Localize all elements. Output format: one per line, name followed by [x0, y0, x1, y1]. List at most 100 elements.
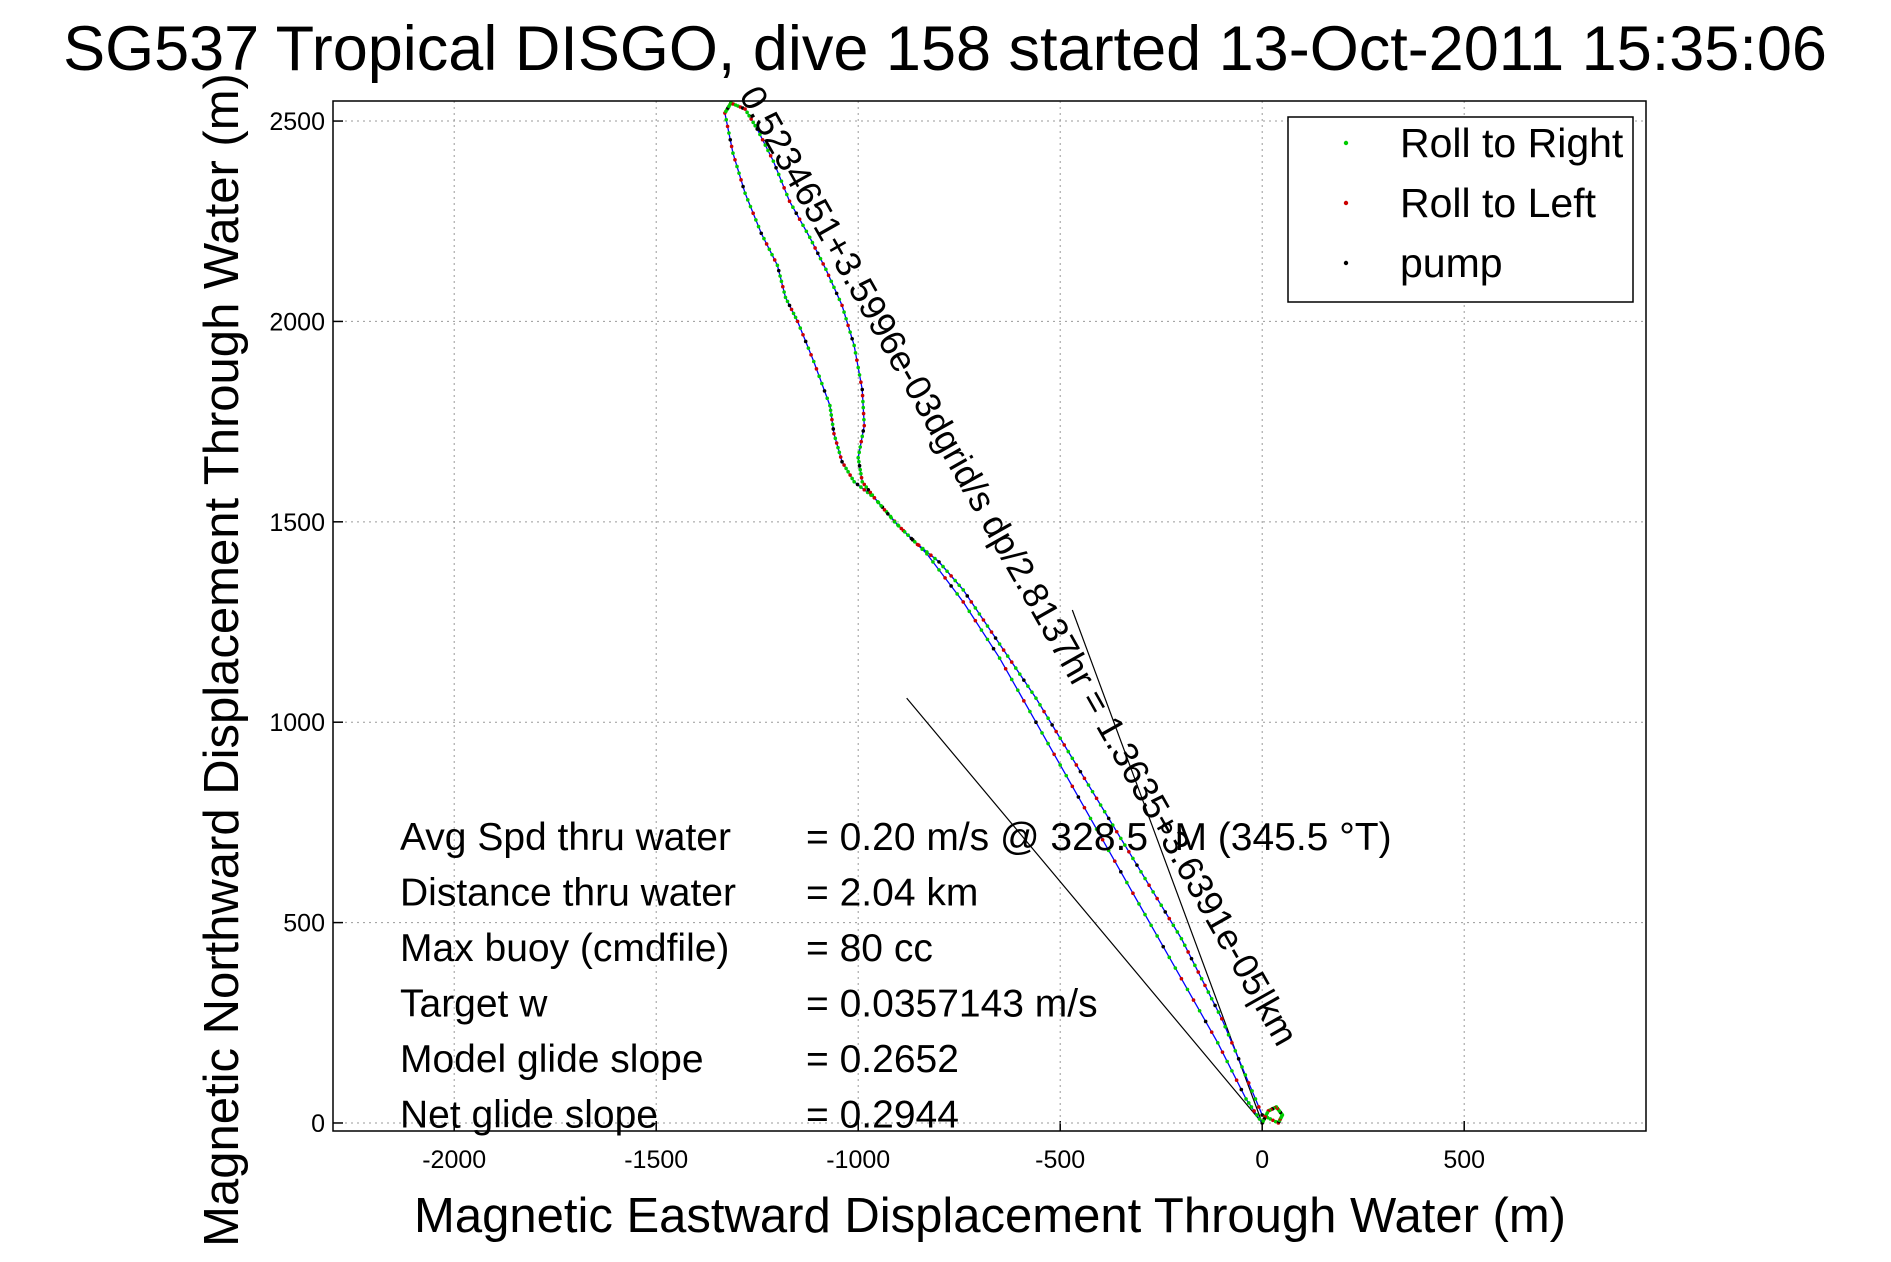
- roll-marker: [1143, 912, 1147, 917]
- roll-marker: [857, 459, 861, 464]
- roll-marker: [751, 120, 755, 125]
- roll-marker: [1243, 1073, 1248, 1077]
- roll-marker: [945, 569, 949, 574]
- chart-title: SG537 Tropical DISGO, dive 158 started 1…: [63, 14, 1827, 84]
- roll-marker: [856, 455, 860, 460]
- roll-marker: [1005, 654, 1010, 658]
- roll-marker: [821, 262, 825, 266]
- roll-marker: [1062, 743, 1067, 747]
- y-tick-labels: 0 500 1000 1500 2000 2500: [269, 108, 325, 1138]
- roll-marker: [1066, 749, 1071, 754]
- roll-marker: [1271, 1118, 1275, 1123]
- roll-marker: [735, 164, 739, 169]
- roll-marker: [1261, 1119, 1266, 1123]
- roll-marker: [791, 205, 795, 210]
- roll-marker: [864, 485, 869, 489]
- stat-label: Model glide slope: [400, 1038, 704, 1081]
- roll-marker: [775, 263, 780, 268]
- roll-marker: [1230, 1041, 1234, 1045]
- roll-marker: [760, 137, 765, 142]
- roll-marker: [820, 381, 824, 386]
- roll-marker: [1196, 970, 1201, 974]
- roll-marker: [857, 373, 862, 377]
- roll-marker: [857, 450, 862, 455]
- roll-marker: [925, 550, 929, 554]
- roll-marker: [933, 556, 937, 561]
- roll-marker: [858, 467, 863, 472]
- roll-marker: [1022, 678, 1026, 682]
- roll-marker: [1119, 870, 1123, 874]
- roll-marker: [787, 199, 792, 203]
- roll-marker: [855, 358, 859, 362]
- roll-marker: [909, 536, 914, 541]
- roll-marker: [861, 405, 866, 410]
- roll-marker: [1050, 723, 1054, 727]
- roll-marker: [848, 330, 852, 334]
- roll-marker: [1163, 910, 1168, 914]
- roll-marker: [1131, 891, 1135, 896]
- roll-marker: [779, 279, 784, 284]
- roll-marker: [870, 493, 875, 497]
- roll-marker: [1253, 1097, 1258, 1101]
- roll-marker: [810, 240, 815, 245]
- roll-marker: [1216, 1010, 1221, 1014]
- roll-marker: [774, 165, 778, 170]
- roll-marker: [828, 408, 833, 413]
- roll-marker: [896, 523, 900, 527]
- roll-marker: [1090, 789, 1095, 794]
- roll-marker: [1106, 816, 1111, 821]
- legend-marker: [1343, 140, 1349, 146]
- roll-marker: [1161, 944, 1166, 949]
- roll-marker: [856, 365, 860, 370]
- roll-marker: [1094, 796, 1099, 801]
- roll-marker: [862, 417, 866, 422]
- stat-value: = 0.2944: [806, 1094, 959, 1137]
- roll-marker: [1220, 1050, 1225, 1054]
- roll-marker: [1042, 709, 1046, 714]
- roll-marker: [763, 143, 768, 147]
- roll-marker: [807, 235, 812, 240]
- roll-marker: [1147, 883, 1151, 887]
- roll-marker: [768, 153, 773, 158]
- roll-marker: [1086, 783, 1091, 787]
- roll-marker: [1149, 923, 1153, 928]
- roll-marker: [751, 211, 755, 216]
- roll-marker: [997, 656, 1002, 660]
- roll-marker: [825, 396, 830, 401]
- roll-marker: [953, 578, 957, 583]
- roll-marker: [973, 618, 978, 623]
- stat-value: = 2.04 km: [806, 872, 978, 915]
- roll-marker: [860, 393, 865, 398]
- roll-marker: [997, 642, 1002, 646]
- roll-marker: [1143, 876, 1147, 881]
- roll-marker: [1026, 684, 1030, 688]
- roll-marker: [728, 137, 733, 142]
- roll-marker: [1135, 863, 1139, 867]
- roll-marker: [985, 624, 990, 628]
- roll-marker: [937, 568, 941, 572]
- roll-marker: [1046, 741, 1050, 746]
- roll-marker: [1094, 827, 1099, 831]
- roll-marker: [838, 455, 843, 459]
- roll-marker: [729, 144, 734, 149]
- roll-marker: [1244, 1097, 1248, 1101]
- roll-marker: [862, 487, 867, 492]
- roll-marker: [1203, 983, 1207, 988]
- roll-marker: [1078, 769, 1083, 774]
- roll-marker: [828, 403, 832, 408]
- roll-marker: [993, 636, 998, 640]
- roll-marker: [755, 127, 759, 131]
- roll-marker: [842, 463, 846, 467]
- roll-marker: [955, 592, 959, 596]
- roll-marker: [1167, 955, 1172, 960]
- roll-marker: [929, 553, 933, 558]
- roll-marker: [803, 339, 808, 344]
- y-axis-label: Magnetic Northward Displacement Through …: [195, 73, 249, 1247]
- roll-marker: [1001, 648, 1006, 652]
- roll-marker: [859, 485, 863, 489]
- roll-marker: [1070, 756, 1075, 761]
- stat-label: Net glide slope: [400, 1094, 658, 1137]
- roll-marker: [844, 316, 848, 321]
- roll-marker: [892, 520, 897, 524]
- legend-marker: [1343, 260, 1349, 266]
